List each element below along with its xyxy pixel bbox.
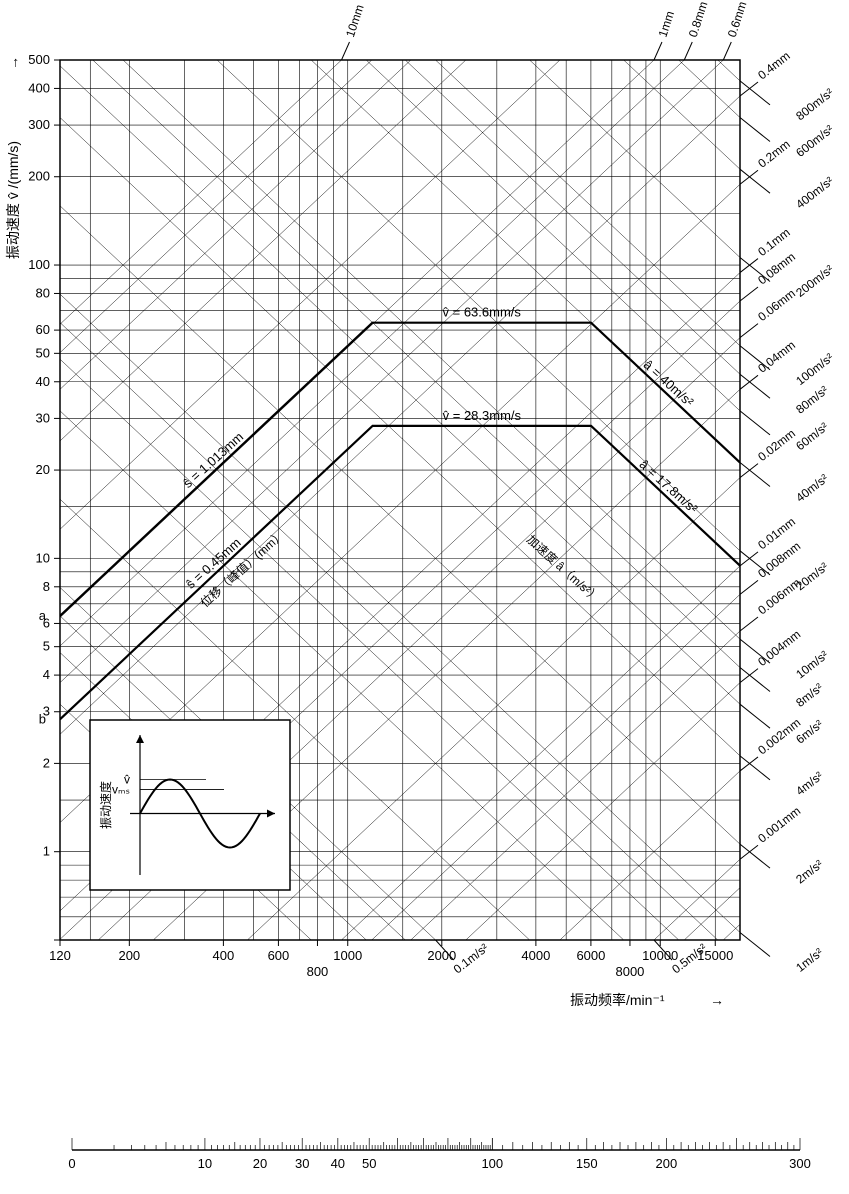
- acc-label: 200m/s²: [793, 262, 836, 300]
- y-tick-label: 6: [43, 615, 50, 630]
- disp-label: 10mm: [343, 3, 367, 39]
- y-tick-label: 80: [36, 285, 50, 300]
- x-axis-arrow: →: [710, 992, 724, 1008]
- ruler-label: 300: [789, 1156, 811, 1171]
- y-tick-label: 1: [43, 844, 50, 859]
- disp-label: 0.004mm: [755, 627, 803, 669]
- x-tick-label: 120: [49, 948, 71, 963]
- y-tick-label: 20: [36, 462, 50, 477]
- disp-label: 0.001mm: [755, 804, 803, 846]
- y-tick-label: 10: [36, 550, 50, 565]
- ruler-label: 30: [295, 1156, 309, 1171]
- ruler-label: 20: [253, 1156, 267, 1171]
- inset-vrms: vₘₛ: [112, 782, 130, 796]
- y-axis-label: 振动速度 v̂ /(mm/s): [5, 141, 21, 259]
- curve-a-label: â = 40m/s²: [641, 357, 697, 410]
- y-tick-label: 40: [36, 374, 50, 389]
- y-tick-label: 4: [43, 667, 50, 682]
- disp-label: 0.02mm: [755, 426, 798, 464]
- acc-label: 800m/s²: [793, 86, 836, 124]
- x-tick-label: 8000: [615, 964, 644, 979]
- y-tick-label: 400: [28, 80, 50, 95]
- x-tick-label: 15000: [697, 948, 733, 963]
- ruler-label: 150: [576, 1156, 598, 1171]
- y-tick-label: 100: [28, 257, 50, 272]
- ruler-label: 40: [331, 1156, 345, 1171]
- acc-label: 2m/s²: [793, 857, 825, 887]
- y-tick-label: 2: [43, 755, 50, 770]
- acc-label: 600m/s²: [793, 122, 836, 160]
- x-tick-label: 400: [213, 948, 235, 963]
- x-tick-label: 800: [307, 964, 329, 979]
- acc-label: 10m/s²: [793, 648, 831, 682]
- acc-label: 400m/s²: [793, 174, 836, 212]
- acc-label: 60m/s²: [793, 420, 831, 454]
- ruler-label: 200: [656, 1156, 678, 1171]
- curve-v-label: v̂ = 63.6mm/s: [443, 305, 522, 320]
- inset-ylabel: 振动速度: [98, 781, 113, 829]
- y-tick-label: 500: [28, 52, 50, 67]
- disp-label: 0.8mm: [686, 0, 711, 39]
- disp-label: 1mm: [656, 9, 678, 39]
- bottom-ruler: 0 10 20 30 40 50 100 150 200 300: [68, 1138, 810, 1171]
- y-axis-arrow: →: [5, 56, 21, 70]
- y-tick-label: 8: [43, 579, 50, 594]
- disp-label: 0.2mm: [755, 137, 793, 171]
- x-tick-label: 2000: [427, 948, 456, 963]
- ruler-label: 0: [68, 1156, 75, 1171]
- acc-label: 100m/s²: [793, 350, 836, 388]
- disp-label: 0.4mm: [755, 49, 793, 83]
- curve-v-label: v̂ = 28.3mm/s: [443, 408, 522, 423]
- acc-label: 4m/s²: [793, 769, 825, 799]
- y-tick-label: 5: [43, 639, 50, 654]
- y-tick-label: 300: [28, 117, 50, 132]
- y-tick-label: 50: [36, 345, 50, 360]
- acc-label: 80m/s²: [793, 383, 831, 417]
- disp-label: 0.6mm: [725, 0, 750, 39]
- inset-diagram: v̂vₘₛ振动速度: [90, 720, 290, 890]
- acc-label: 8m/s²: [793, 680, 825, 710]
- ruler-label: 10: [198, 1156, 212, 1171]
- x-tick-label: 1000: [333, 948, 362, 963]
- x-axis-label: 振动频率/min⁻¹: [570, 992, 665, 1008]
- y-tick-label: 200: [28, 169, 50, 184]
- x-tick-label: 4000: [521, 948, 550, 963]
- x-tick-label: 10000: [642, 948, 678, 963]
- acc-label: 1m/s²: [793, 945, 825, 975]
- x-tick-label: 200: [118, 948, 140, 963]
- y-tick-label: 60: [36, 322, 50, 337]
- acc-label: 40m/s²: [793, 471, 831, 505]
- acc-label: 20m/s²: [793, 560, 831, 594]
- acc-label: 0.1m/s²: [451, 941, 491, 977]
- x-tick-label: 600: [268, 948, 290, 963]
- ruler-label: 100: [481, 1156, 503, 1171]
- x-tick-label: 6000: [576, 948, 605, 963]
- disp-label: 0.06mm: [755, 286, 798, 324]
- ruler-label: 50: [362, 1156, 376, 1171]
- y-tick-label: 3: [43, 704, 50, 719]
- y-tick-label: 30: [36, 410, 50, 425]
- disp-label: 0.04mm: [755, 338, 798, 376]
